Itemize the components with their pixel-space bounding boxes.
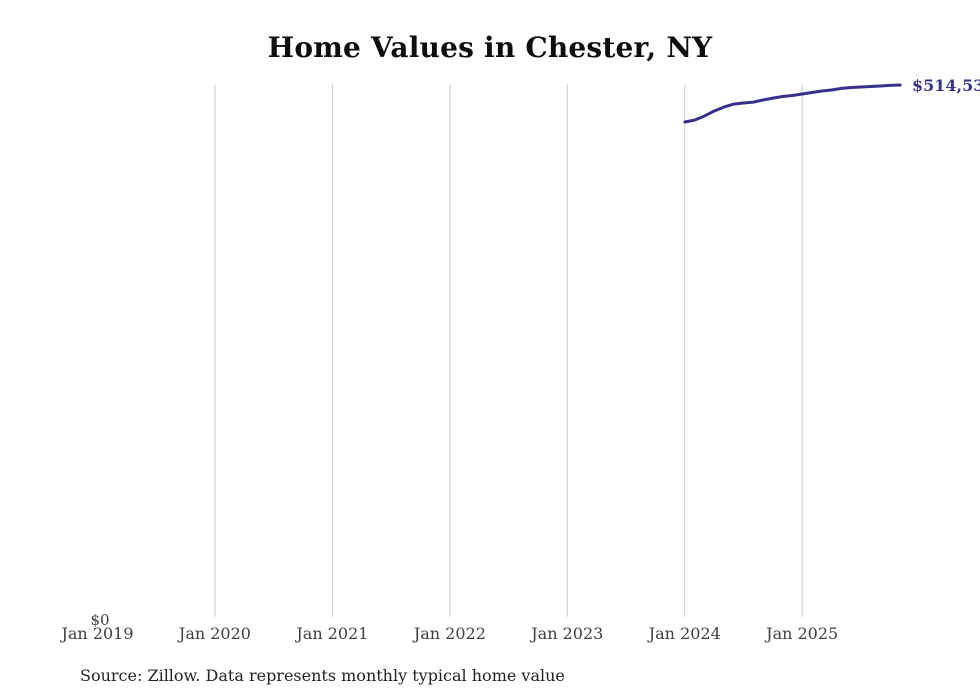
source-note: Source: Zillow. Data represents monthly …: [80, 666, 565, 685]
x-tick-label: Jan 2025: [766, 624, 839, 643]
chart-title: Home Values in Chester, NY: [267, 31, 713, 64]
x-tick-label: Jan 2023: [531, 624, 604, 643]
value-line: [683, 83, 902, 124]
vertical-gridlines: [214, 84, 803, 617]
x-tick-label: Jan 2024: [648, 624, 721, 643]
y-axis-zero-label: $0: [90, 611, 110, 629]
end-value-label: $514,533: [912, 76, 980, 95]
x-tick-label: Jan 2020: [178, 624, 251, 643]
x-tick-label: Jan 2021: [296, 624, 369, 643]
x-tick-label: Jan 2019: [61, 624, 134, 643]
x-tick-label: Jan 2022: [413, 624, 486, 643]
